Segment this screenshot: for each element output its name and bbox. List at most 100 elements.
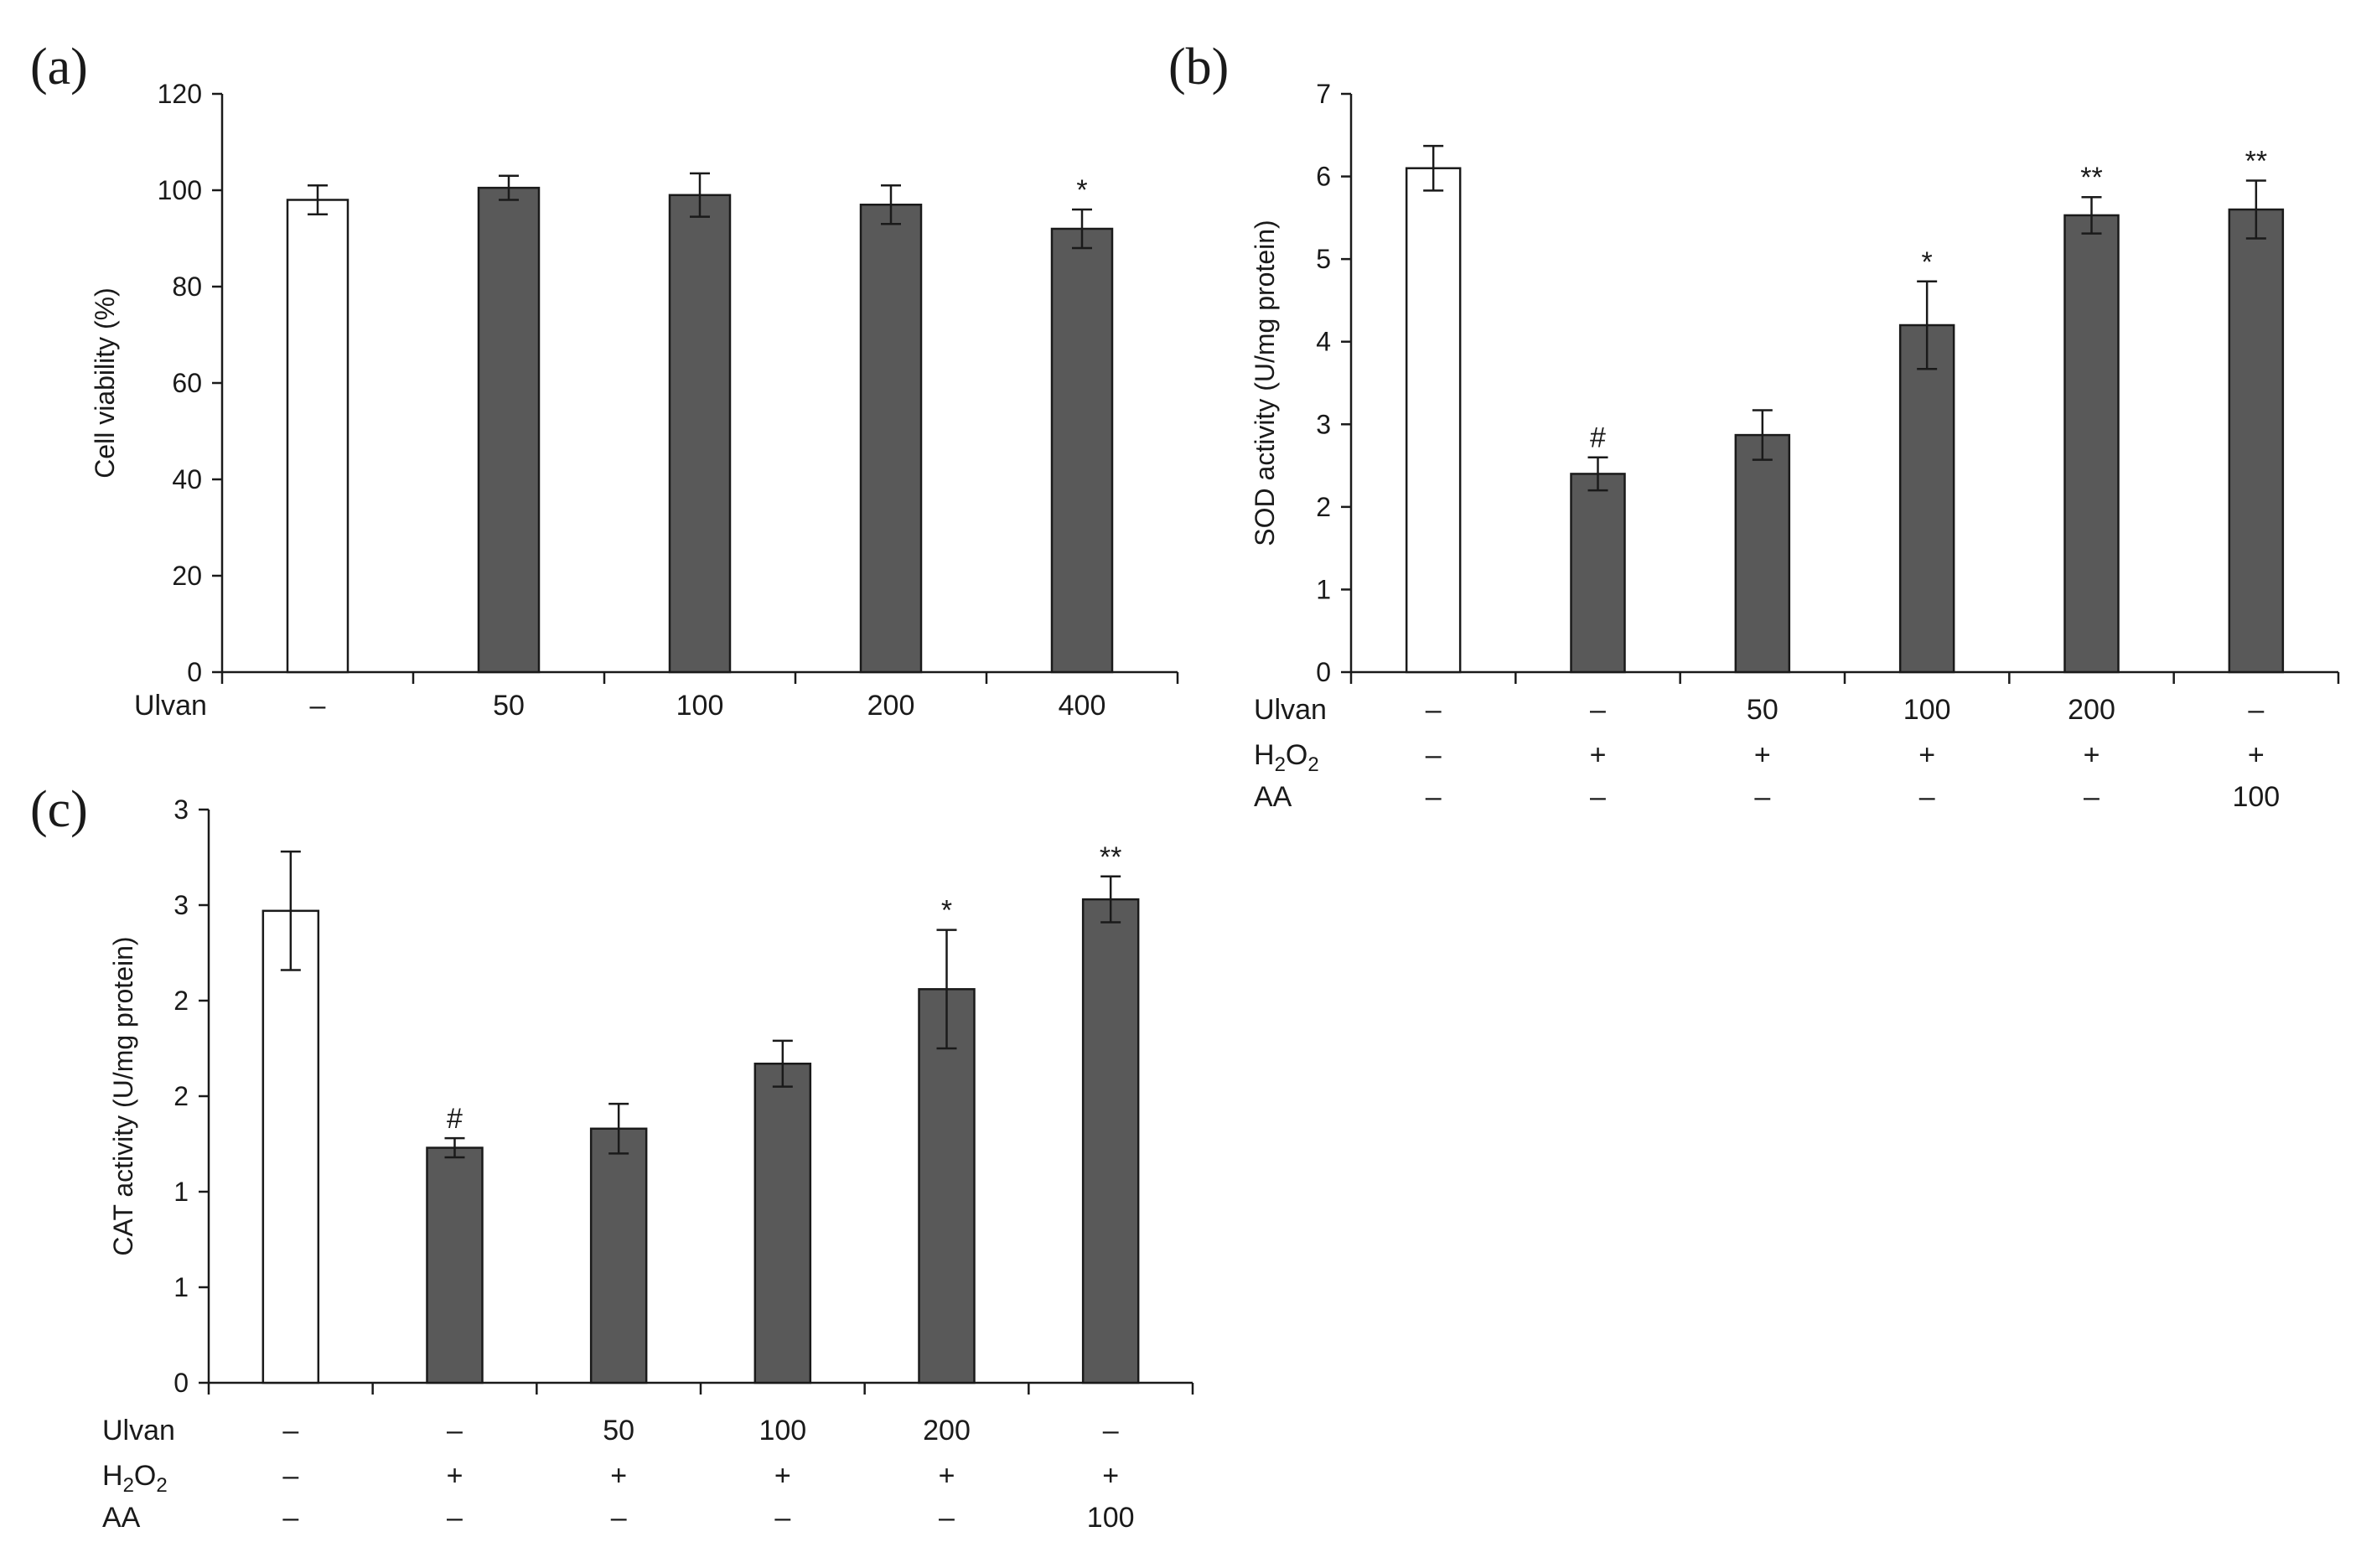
chart-panel-a: (a) 0 20 40 60 80 100 120 Cell viability (%) * Ulv… xyxy=(30,39,1179,722)
row-value: + xyxy=(2084,739,2100,771)
row-value: – xyxy=(1754,781,1770,813)
row-label: Ulvan xyxy=(1254,694,1327,726)
y-tick-label: 120 xyxy=(158,79,202,109)
bar xyxy=(918,988,976,1384)
y-tick-label: 40 xyxy=(172,464,202,494)
row-value: + xyxy=(1590,739,1607,771)
y-tick-label: 2 xyxy=(173,1081,189,1111)
significance-mark: * xyxy=(941,895,952,927)
y-tick-label: 0 xyxy=(187,657,202,687)
bar xyxy=(1405,167,1462,674)
y-axis-label: CAT activity (U/mg protein) xyxy=(108,936,138,1255)
row-value: 400 xyxy=(1059,690,1106,722)
row-value: – xyxy=(774,1502,790,1534)
significance-mark: # xyxy=(447,1103,463,1135)
row-label: AA xyxy=(102,1502,141,1534)
bar xyxy=(859,204,923,674)
row-value: 50 xyxy=(1747,694,1779,726)
row-value: – xyxy=(1426,739,1442,771)
y-tick-label: 3 xyxy=(173,890,189,920)
row-label: AA xyxy=(1254,781,1292,813)
row-label: Ulvan xyxy=(102,1415,175,1446)
row-value: 200 xyxy=(867,690,915,722)
bar xyxy=(1570,473,1626,674)
y-tick-label: 7 xyxy=(1316,79,1331,109)
y-tick-label: 1 xyxy=(173,1177,189,1207)
y-tick-label: 1 xyxy=(1316,574,1331,604)
row-value: – xyxy=(1919,781,1935,813)
bar xyxy=(286,199,349,674)
row-value: 200 xyxy=(2068,694,2115,726)
y-tick-label: 3 xyxy=(1316,409,1331,439)
bar xyxy=(1734,433,1791,674)
bar xyxy=(589,1127,648,1384)
panel-label: (a) xyxy=(30,39,88,96)
row-value: – xyxy=(2248,694,2264,726)
bar xyxy=(668,194,732,674)
y-tick-label: 0 xyxy=(173,1368,189,1398)
row-value: + xyxy=(610,1460,627,1492)
significance-mark: * xyxy=(1076,174,1087,206)
y-tick-label: 4 xyxy=(1316,327,1331,357)
row-value: – xyxy=(282,1502,298,1534)
row-value: + xyxy=(2248,739,2265,771)
row-value: 50 xyxy=(493,690,525,722)
chart-panel-b: (b) 0 1 2 3 4 5 6 7 SOD activity (U/mg protein) # *… xyxy=(1168,39,2340,813)
bar xyxy=(1081,898,1140,1384)
row-value: 100 xyxy=(2232,781,2280,813)
y-tick-label: 100 xyxy=(158,175,202,205)
row-value: – xyxy=(939,1502,955,1534)
row-value: – xyxy=(1103,1415,1119,1446)
bar xyxy=(2228,208,2285,674)
row-label: H2O2 xyxy=(1254,739,1319,776)
row-value: – xyxy=(447,1415,463,1446)
row-value: + xyxy=(1102,1460,1119,1492)
significance-mark: # xyxy=(1590,422,1606,454)
y-tick-label: 3 xyxy=(173,794,189,825)
row-value: + xyxy=(1754,739,1771,771)
y-tick-label: 2 xyxy=(173,986,189,1016)
bar xyxy=(477,186,541,674)
significance-mark: ** xyxy=(2245,146,2267,178)
significance-mark: * xyxy=(1922,246,1933,278)
y-tick-label: 5 xyxy=(1316,244,1331,274)
y-tick-label: 6 xyxy=(1316,162,1331,192)
y-tick-label: 80 xyxy=(172,272,202,302)
row-value: – xyxy=(1590,694,1606,726)
row-value: + xyxy=(939,1460,955,1492)
row-value: 100 xyxy=(1087,1502,1135,1534)
y-tick-label: 60 xyxy=(172,368,202,398)
row-value: – xyxy=(282,1415,298,1446)
y-axis-label: Cell viability (%) xyxy=(90,287,120,479)
row-label: H2O2 xyxy=(102,1460,168,1497)
y-axis-label: SOD activity (U/mg protein) xyxy=(1250,220,1280,546)
bar xyxy=(753,1062,812,1384)
y-tick-label: 0 xyxy=(1316,657,1331,687)
y-tick-label: 2 xyxy=(1316,492,1331,522)
row-value: – xyxy=(1590,781,1606,813)
row-value: – xyxy=(611,1502,627,1534)
row-value: 50 xyxy=(603,1415,634,1446)
row-label: Ulvan xyxy=(134,690,207,722)
bar xyxy=(426,1146,484,1384)
row-value: + xyxy=(1918,739,1935,771)
row-value: – xyxy=(447,1502,463,1534)
panel-label: (b) xyxy=(1168,39,1229,96)
row-value: – xyxy=(282,1460,298,1492)
row-value: – xyxy=(1426,781,1442,813)
significance-mark: ** xyxy=(2080,162,2102,194)
y-tick-label: 20 xyxy=(172,561,202,591)
panel-label: (c) xyxy=(30,781,88,838)
row-value: 100 xyxy=(676,690,724,722)
row-value: 100 xyxy=(1903,694,1951,726)
row-value: – xyxy=(1426,694,1442,726)
row-value: + xyxy=(774,1460,791,1492)
bar xyxy=(1050,227,1114,674)
bar xyxy=(261,909,320,1384)
y-tick-label: 1 xyxy=(173,1272,189,1302)
significance-mark: ** xyxy=(1100,841,1121,873)
row-value: + xyxy=(447,1460,463,1492)
row-value: – xyxy=(2084,781,2100,813)
